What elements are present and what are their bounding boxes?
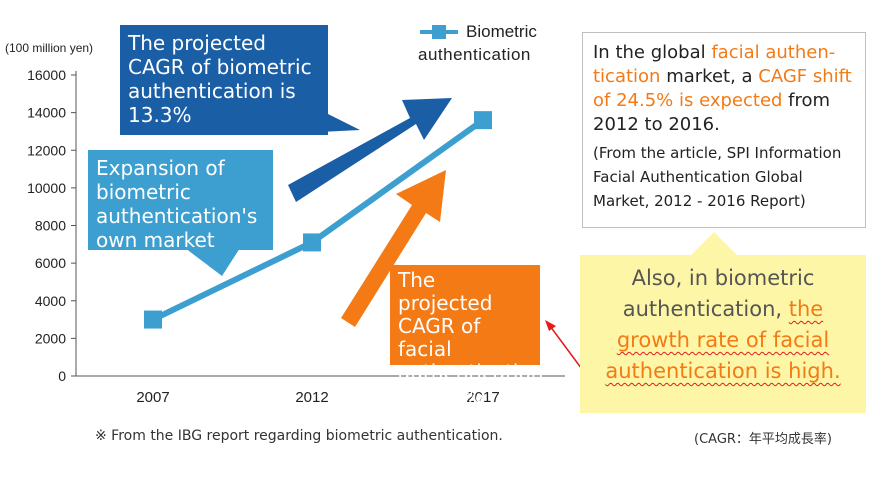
cyan-callout-pointer (185, 248, 240, 276)
x-tick-label: 2012 (295, 389, 328, 406)
x-tick-label: 2017 (466, 389, 499, 406)
legend-label-line2: authentication (418, 45, 531, 64)
data-point-marker (474, 111, 492, 130)
y-ticks: 0 2000 4000 6000 8000 10000 12000 14000 16000 (27, 67, 76, 384)
y-tick-label: 2000 (35, 330, 66, 346)
facial-cagr-arrow (341, 170, 446, 327)
biometric-cagr-callout: The projected CAGR of biometric authenti… (120, 25, 328, 135)
red-pointer-arrowhead (545, 320, 556, 331)
conclusion-box: Also, in biometric authentication, the g… (580, 255, 866, 413)
info-box: In the global facial authen-tication mar… (582, 32, 866, 228)
footnote: ※ From the IBG report regarding biometri… (95, 428, 503, 444)
axes (75, 71, 565, 377)
y-tick-label: 8000 (35, 218, 66, 234)
market-expansion-callout: Expansion of biometric authentication's … (88, 150, 273, 276)
info-source: (From the article, SPI Information Facia… (593, 144, 842, 210)
info-text-part2: market, a (660, 66, 759, 87)
y-tick-label: 0 (58, 368, 66, 384)
conclusion-text: Also, in biometric authentication, (622, 266, 815, 321)
cagr-note: (CAGR：年平均成長率) (694, 432, 832, 447)
y-tick-label: 4000 (35, 293, 66, 309)
legend-label-line1: Biometric (466, 22, 537, 41)
blue-callout-pointer (320, 110, 360, 132)
info-main-text: In the global facial authen-tication mar… (593, 41, 855, 137)
info-highlight-cagf: CAGF shift of 24.5% is expected (593, 66, 852, 111)
legend: Biometric authentication (418, 22, 537, 64)
series-markers (144, 111, 492, 329)
legend-marker (432, 25, 446, 39)
y-tick-label: 16000 (27, 67, 66, 83)
info-text-part3: from 2012 to 2016. (593, 90, 831, 135)
data-point-marker (303, 233, 321, 252)
conclusion-pointer (690, 232, 738, 256)
data-point-marker (144, 310, 162, 329)
biometric-cagr-arrow (288, 98, 452, 202)
y-tick-label: 12000 (27, 142, 66, 158)
x-tick-label: 2007 (136, 389, 169, 406)
y-axis-label: (100 million yen) (5, 41, 93, 55)
y-tick-label: 10000 (27, 180, 66, 196)
info-highlight-facial: facial authen-tication (593, 42, 836, 87)
conclusion-highlight: the growth rate of facial authentication… (605, 297, 841, 383)
x-ticks: 2007 2012 2017 (136, 389, 499, 406)
facial-cagr-callout: The projected CAGR of facial authenticat… (390, 265, 543, 407)
y-tick-label: 14000 (27, 105, 66, 121)
info-text-part1: In the global (593, 42, 712, 63)
y-tick-label: 6000 (35, 255, 66, 271)
